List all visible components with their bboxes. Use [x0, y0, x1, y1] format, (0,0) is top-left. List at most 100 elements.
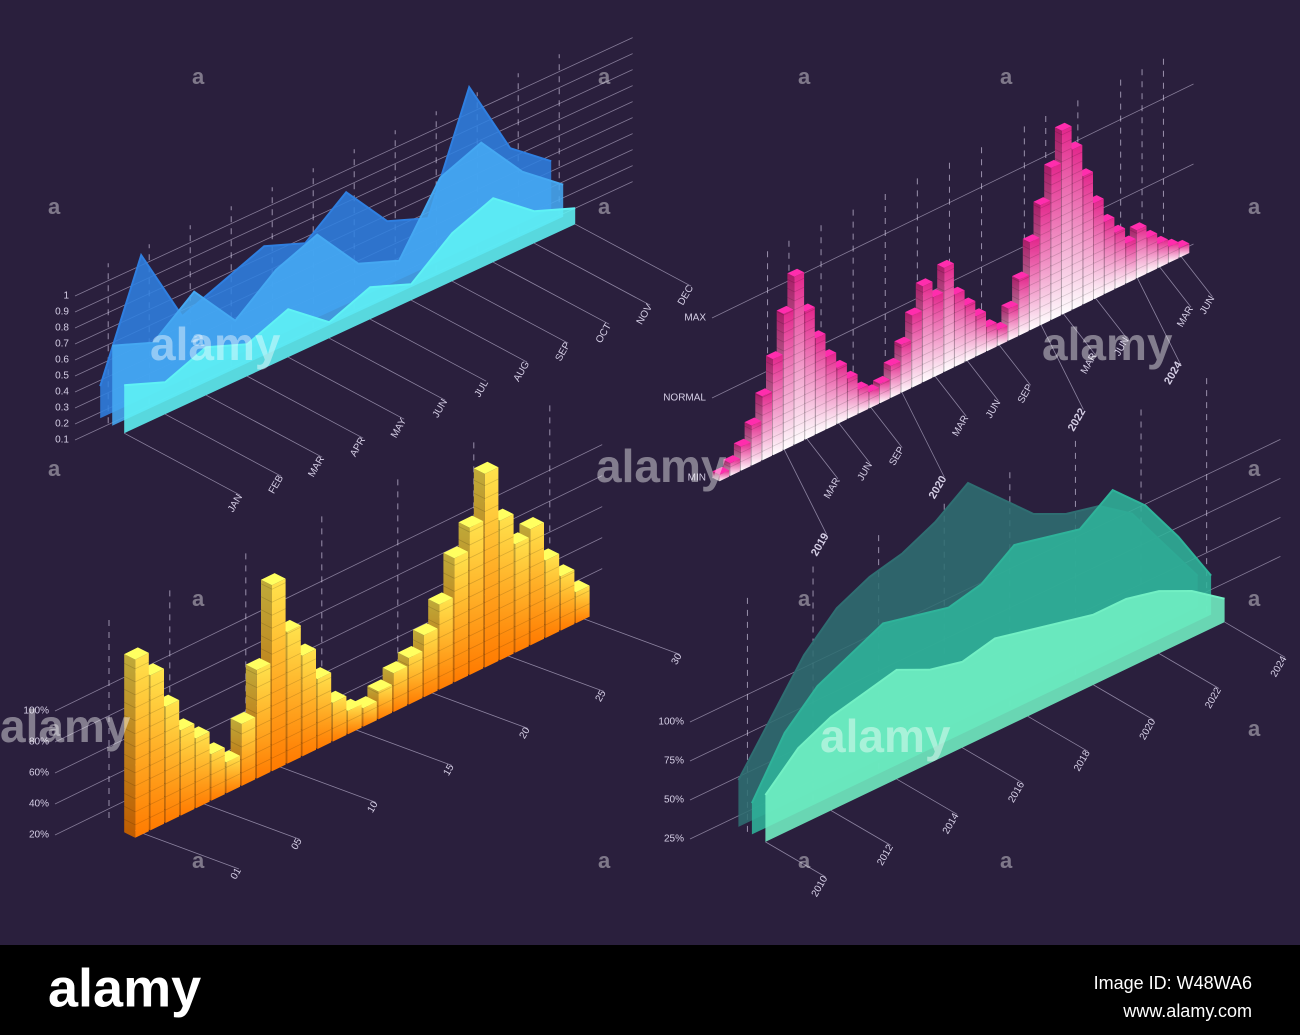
cube-edge [1022, 262, 1040, 268]
cube-edge [1054, 129, 1072, 136]
x-tick-label: 25 [594, 688, 609, 704]
bar-front [1179, 243, 1190, 258]
x-guide-line [781, 444, 827, 535]
bar-top [124, 647, 149, 660]
cube-edge [937, 286, 955, 292]
bar-front [302, 649, 316, 757]
bar-top [894, 336, 912, 345]
cube-edge [1129, 228, 1147, 234]
watermark-mark: a [1248, 716, 1261, 741]
x-guide-line [534, 242, 651, 306]
x-guide-line [962, 747, 1023, 784]
bar-front [869, 387, 879, 409]
cube-edge [473, 491, 499, 500]
cube-edge [1022, 244, 1040, 250]
x-guide-line [834, 417, 871, 464]
bar-front [1008, 304, 1019, 341]
bar-top [245, 658, 271, 671]
x-guide-line [765, 841, 826, 878]
x-guide-line [802, 433, 839, 480]
x-guide-line [995, 339, 1031, 386]
bar-front [469, 521, 484, 675]
bar-front [933, 292, 944, 378]
y-tick-label: 0.7 [55, 339, 69, 350]
cube-edge [124, 726, 149, 735]
bar-front [1072, 145, 1083, 310]
cube-edge [755, 410, 773, 416]
bar-front [944, 263, 954, 372]
bar-top [766, 351, 783, 360]
bar-front [317, 672, 332, 749]
charts: 0.10.20.30.40.50.60.70.80.91JANFEBMARAPR… [23, 37, 1290, 899]
cube-edge [473, 504, 499, 513]
bar-front [560, 569, 575, 631]
x-guide-line [130, 828, 240, 870]
y-tick-label: 0.3 [55, 403, 69, 414]
y-tick-label: 0.1 [55, 435, 69, 446]
y-tick-label: 0.8 [55, 323, 69, 334]
x-guide-line [493, 261, 610, 325]
y-tick-label: 20% [29, 830, 49, 841]
area-fill [765, 591, 1225, 842]
y-tick-label: 80% [29, 737, 49, 748]
bar-front [954, 290, 965, 367]
footer-url: www.alamy.com [1122, 1001, 1252, 1021]
watermark-mark: a [192, 586, 205, 611]
bar-front [837, 363, 847, 424]
bar-front [454, 551, 468, 683]
x-guide-line [1177, 251, 1213, 298]
cube-edge [1011, 276, 1029, 283]
bar-top [519, 517, 544, 530]
area-fill [124, 198, 576, 434]
bar-top [776, 305, 794, 314]
cube-edge [765, 387, 783, 393]
watermark-mark: a [192, 64, 205, 89]
bar-top [397, 646, 423, 659]
cube-edge [1054, 156, 1072, 163]
bar-front [922, 281, 933, 383]
bar-front [762, 391, 772, 461]
footer-brand: alamy [48, 958, 201, 1018]
x-tick-label: 30 [670, 651, 685, 667]
cube-edge [124, 778, 149, 787]
area-line [112, 141, 564, 347]
cube-edge [1044, 189, 1062, 195]
bar-front [965, 301, 976, 362]
x-guide-line [343, 725, 452, 766]
y-tick-label: 75% [664, 756, 684, 767]
footer-bar [0, 945, 1300, 1035]
bar-front [1168, 242, 1179, 263]
bar-front [794, 272, 805, 445]
bar-front [1051, 163, 1061, 320]
cube-edge [744, 424, 762, 431]
bar-front [740, 442, 751, 471]
cube-edge [260, 595, 286, 603]
bar-front [165, 700, 180, 823]
bar-top [1044, 159, 1061, 168]
x-guide-line [571, 614, 680, 655]
bar-front [530, 522, 544, 646]
bar-front [484, 467, 499, 668]
grid-line [74, 53, 633, 313]
x-guide-line [866, 402, 903, 448]
cube-edge [744, 433, 762, 440]
x-tick-label: 01 [229, 866, 244, 882]
watermark-mark: a [48, 716, 61, 741]
x-guide-line [1155, 261, 1192, 308]
area-line [99, 84, 552, 387]
watermark: alamy [150, 318, 281, 370]
y-tick-label: 100% [23, 706, 49, 717]
x-guide-line [411, 299, 528, 363]
cube-edge [428, 617, 453, 626]
cube-edge [755, 392, 773, 398]
cube-edge [915, 305, 933, 311]
watermark-mark: a [798, 64, 811, 89]
bar-top [413, 623, 438, 636]
bar-front [1029, 237, 1040, 331]
x-guide-line [1059, 308, 1096, 355]
cube-edge [473, 478, 499, 487]
bar-front [997, 325, 1008, 346]
cube-edge [458, 538, 484, 546]
y-tick-label: 0.4 [55, 387, 69, 398]
